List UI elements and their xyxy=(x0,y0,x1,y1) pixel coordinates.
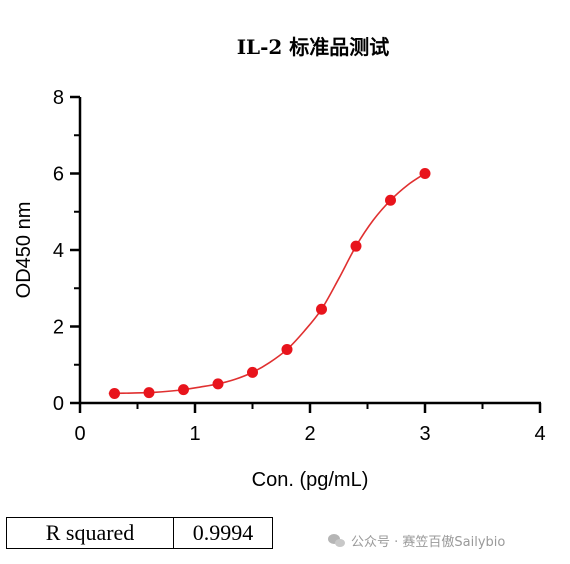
chart-title: IL-2 标准品测试 xyxy=(237,35,390,59)
data-point xyxy=(247,366,258,378)
x-tick-label: 4 xyxy=(534,423,545,445)
chart: IL-2 标准品测试 0 1 2 3 4 0 2 4 6 8 Con. (pg/mL) OD450… xyxy=(13,35,546,491)
stats-table: R squared 0.9994 xyxy=(6,517,273,549)
stats-row: R squared 0.9994 xyxy=(6,517,273,549)
data-point xyxy=(109,387,120,399)
data-point xyxy=(385,194,396,206)
y-tick-label: 8 xyxy=(53,87,64,109)
data-point xyxy=(281,343,293,355)
x-tick-label: 2 xyxy=(304,423,315,445)
x-tick-label: 0 xyxy=(74,423,85,445)
watermark: 公众号 · 赛笠百傲Sailybio xyxy=(328,531,505,550)
data-point xyxy=(350,240,362,252)
y-tick-label: 0 xyxy=(53,393,64,415)
y-tick-label: 6 xyxy=(53,164,64,186)
data-points xyxy=(109,168,431,399)
wechat-icon xyxy=(328,533,346,548)
y-tick-label: 2 xyxy=(53,317,64,339)
data-point xyxy=(178,384,189,396)
data-point xyxy=(316,303,327,315)
x-tick-label: 3 xyxy=(419,423,430,445)
r-squared-value: 0.9994 xyxy=(173,517,273,549)
y-tick-label: 4 xyxy=(53,240,64,262)
x-axis-label: Con. (pg/mL) xyxy=(252,469,369,491)
axes: 0 1 2 3 4 0 2 4 6 8 xyxy=(53,87,546,445)
y-axis-label: OD450 nm xyxy=(13,202,35,299)
data-point xyxy=(212,378,224,390)
data-point xyxy=(143,387,155,399)
r-squared-label: R squared xyxy=(6,517,174,549)
watermark-text: 公众号 · 赛笠百傲Sailybio xyxy=(351,535,506,550)
data-point xyxy=(419,168,431,179)
fit-curve-layer xyxy=(108,172,426,395)
fit-curve xyxy=(108,172,426,395)
x-tick-label: 1 xyxy=(189,423,200,445)
